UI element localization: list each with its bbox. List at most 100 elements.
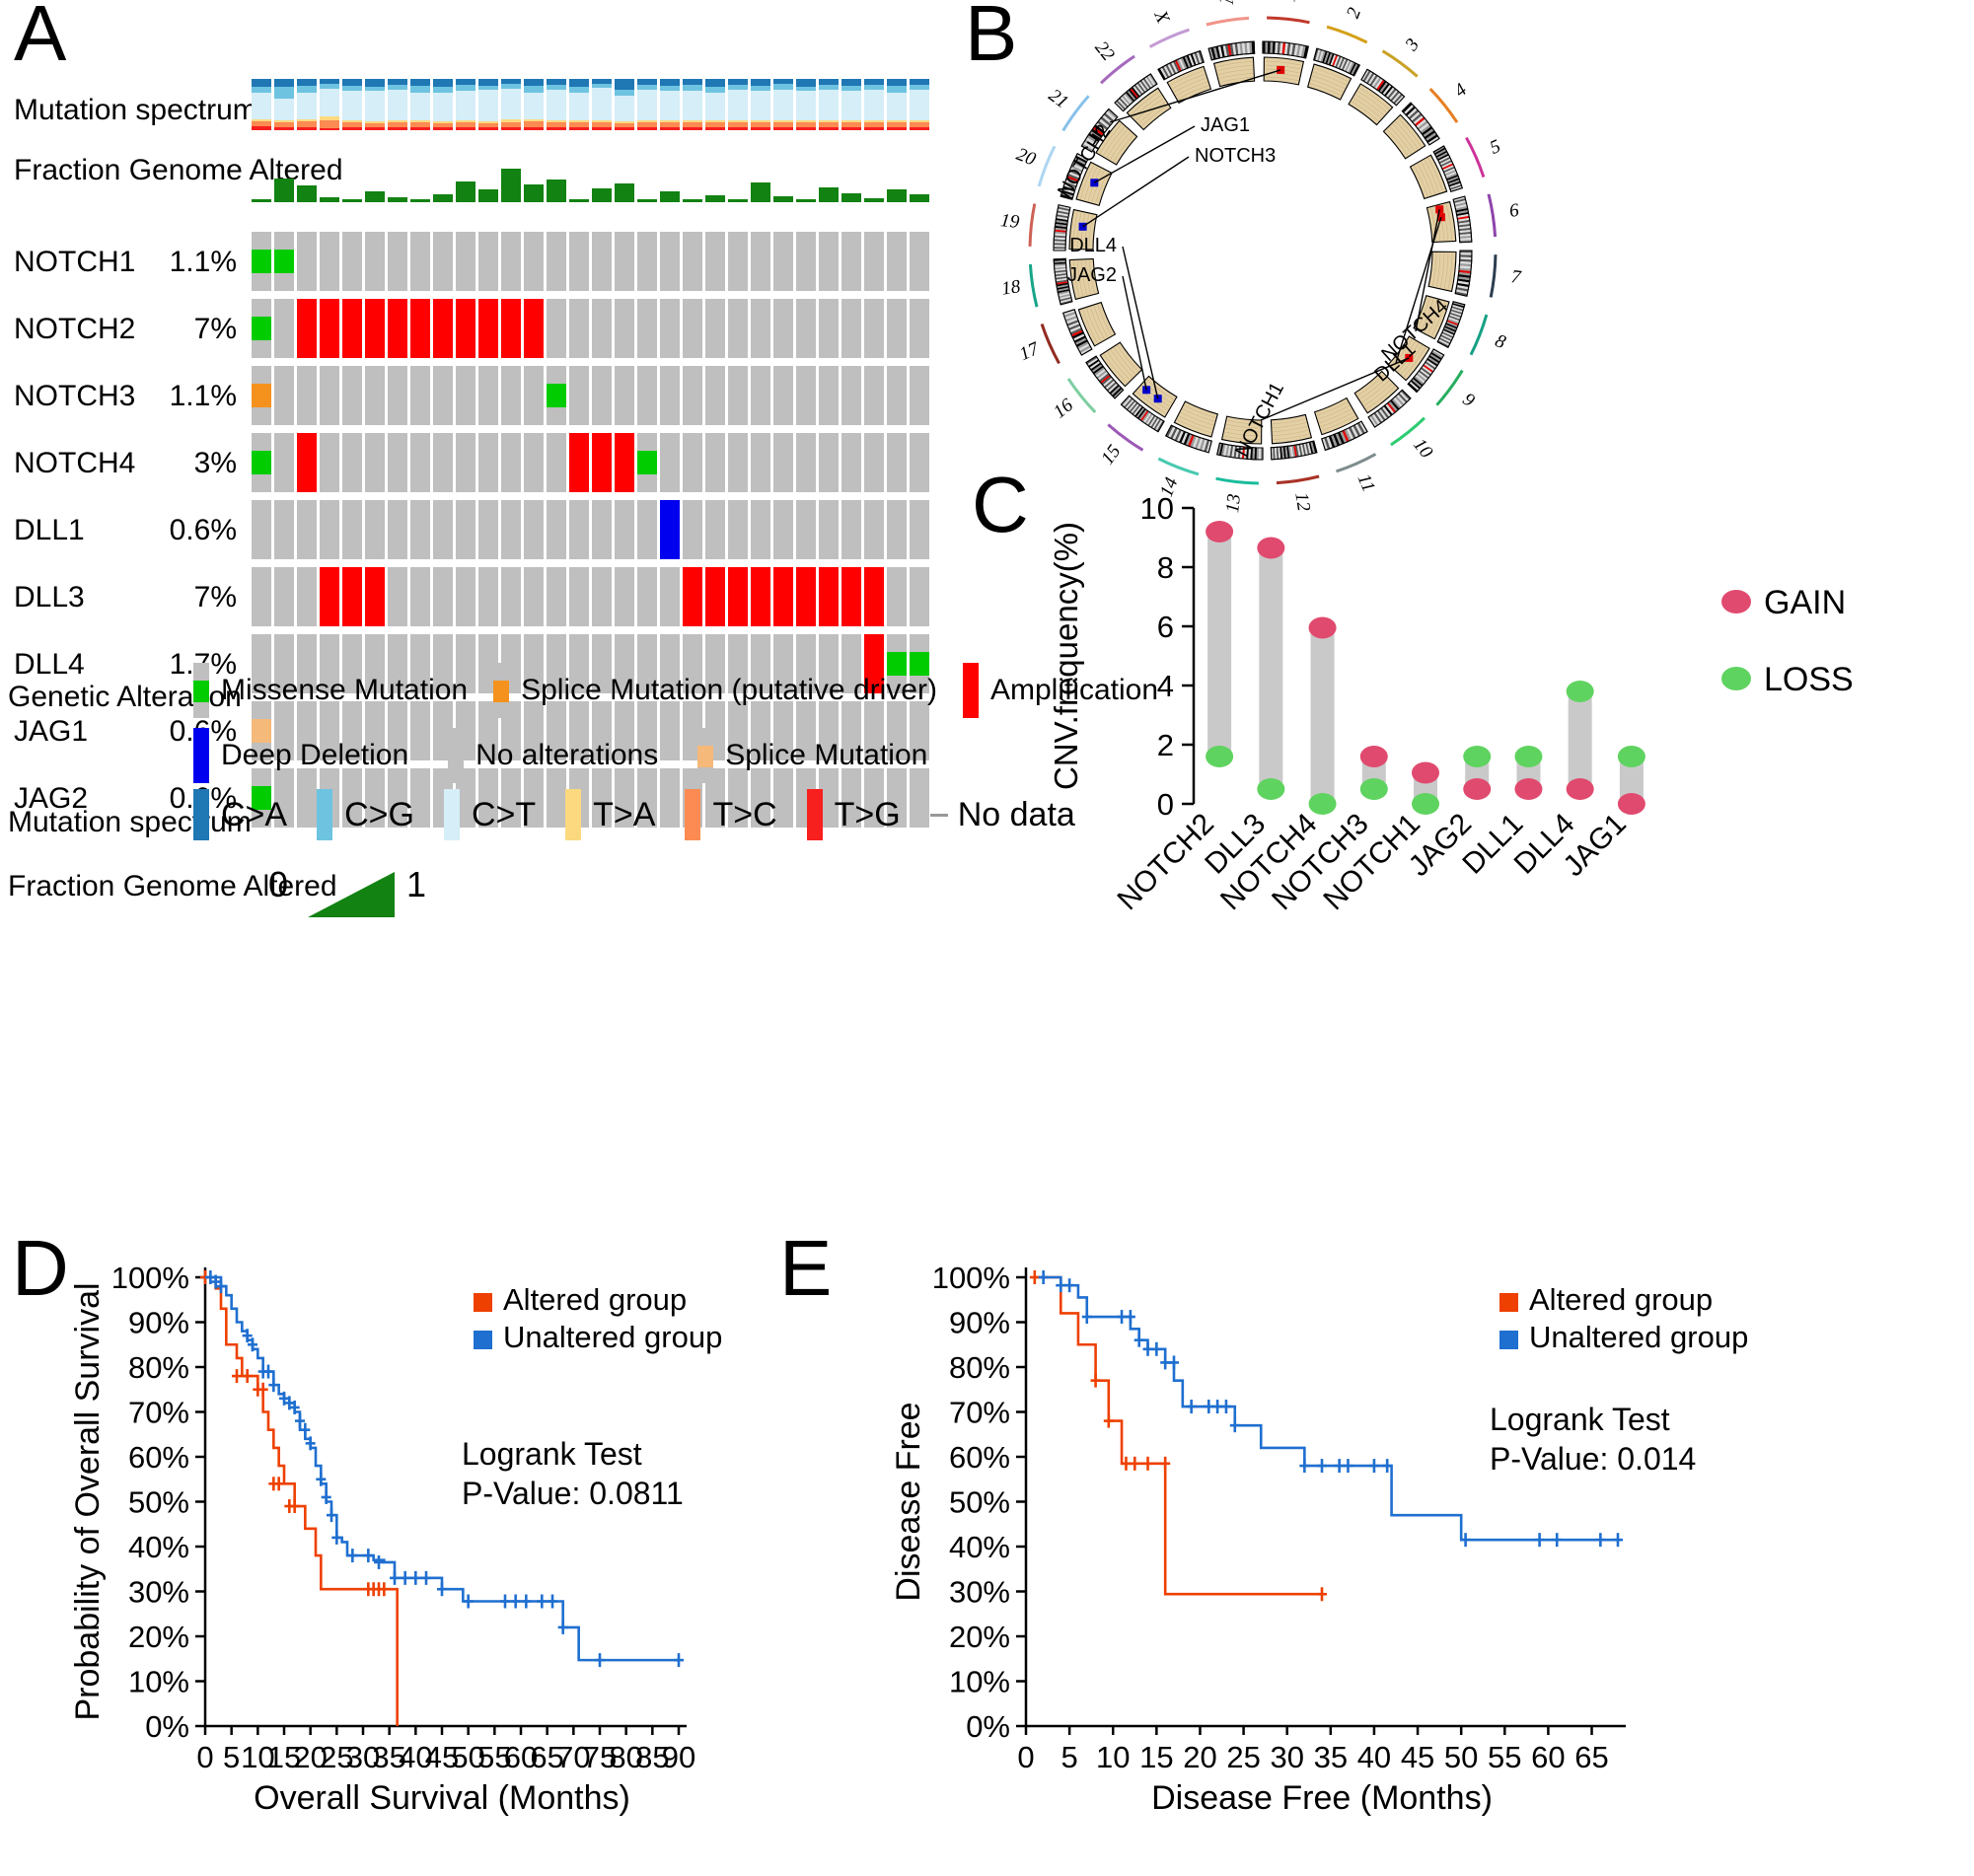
oncoprint-cell[interactable] bbox=[433, 634, 453, 693]
oncoprint-cell[interactable] bbox=[660, 768, 680, 828]
oncoprint-cell[interactable] bbox=[478, 232, 498, 291]
oncoprint-cell[interactable] bbox=[773, 500, 793, 559]
oncoprint-cell[interactable] bbox=[683, 701, 702, 760]
oncoprint-cell[interactable] bbox=[683, 433, 702, 492]
oncoprint-cell-missense[interactable] bbox=[547, 384, 566, 407]
oncoprint-cell[interactable] bbox=[864, 433, 884, 492]
oncoprint-cell[interactable] bbox=[388, 701, 407, 760]
oncoprint-cell[interactable] bbox=[388, 634, 407, 693]
oncoprint-cell[interactable] bbox=[501, 768, 521, 828]
oncoprint-cell[interactable] bbox=[320, 701, 339, 760]
oncoprint-cell[interactable] bbox=[456, 768, 475, 828]
oncoprint-cell[interactable] bbox=[637, 567, 657, 626]
oncoprint-cell[interactable] bbox=[615, 567, 634, 626]
oncoprint-cell[interactable] bbox=[342, 500, 362, 559]
oncoprint-cell[interactable] bbox=[728, 366, 748, 425]
oncoprint-cell[interactable] bbox=[910, 500, 929, 559]
oncoprint-cell[interactable] bbox=[615, 500, 634, 559]
oncoprint-cell[interactable] bbox=[887, 232, 907, 291]
oncoprint-cell[interactable] bbox=[660, 634, 680, 693]
oncoprint-cell[interactable] bbox=[252, 567, 271, 626]
oncoprint-cell[interactable] bbox=[410, 768, 430, 828]
oncoprint-cell[interactable] bbox=[342, 366, 362, 425]
oncoprint-cell[interactable] bbox=[320, 232, 339, 291]
oncoprint-cell[interactable] bbox=[864, 701, 884, 760]
oncoprint-cell[interactable] bbox=[910, 366, 929, 425]
oncoprint-cell[interactable] bbox=[796, 299, 816, 358]
oncoprint-cell-amp[interactable] bbox=[365, 299, 385, 358]
oncoprint-cell[interactable] bbox=[592, 567, 612, 626]
oncoprint-cell[interactable] bbox=[274, 366, 294, 425]
oncoprint-cell-deepdel[interactable] bbox=[660, 500, 680, 559]
oncoprint-cell[interactable] bbox=[841, 366, 861, 425]
oncoprint-cell[interactable] bbox=[615, 366, 634, 425]
oncoprint-cell[interactable] bbox=[569, 366, 589, 425]
oncoprint-cell[interactable] bbox=[841, 634, 861, 693]
oncoprint-cell[interactable] bbox=[547, 701, 566, 760]
oncoprint-cell-amp[interactable] bbox=[320, 567, 339, 626]
oncoprint-cell[interactable] bbox=[910, 299, 929, 358]
oncoprint-cell[interactable] bbox=[365, 232, 385, 291]
oncoprint-cell[interactable] bbox=[524, 634, 544, 693]
oncoprint-cell[interactable] bbox=[910, 433, 929, 492]
oncoprint-cell[interactable] bbox=[388, 567, 407, 626]
oncoprint-cell[interactable] bbox=[547, 567, 566, 626]
oncoprint-cell[interactable] bbox=[864, 500, 884, 559]
oncoprint-cell[interactable] bbox=[592, 634, 612, 693]
oncoprint-cell[interactable] bbox=[524, 433, 544, 492]
oncoprint-cell[interactable] bbox=[388, 500, 407, 559]
oncoprint-cell[interactable] bbox=[683, 232, 702, 291]
oncoprint-cell-amp[interactable] bbox=[388, 299, 407, 358]
oncoprint-cell[interactable] bbox=[297, 500, 317, 559]
oncoprint-cell[interactable] bbox=[705, 232, 725, 291]
oncoprint-cell[interactable] bbox=[410, 232, 430, 291]
oncoprint-cell[interactable] bbox=[841, 500, 861, 559]
oncoprint-cell[interactable] bbox=[569, 701, 589, 760]
oncoprint-cell[interactable] bbox=[569, 500, 589, 559]
oncoprint-cell[interactable] bbox=[342, 232, 362, 291]
oncoprint-cell[interactable] bbox=[501, 500, 521, 559]
oncoprint-cell[interactable] bbox=[705, 433, 725, 492]
oncoprint-cell[interactable] bbox=[773, 366, 793, 425]
oncoprint-cell-amp[interactable] bbox=[728, 567, 748, 626]
oncoprint-cell[interactable] bbox=[524, 768, 544, 828]
oncoprint-cell[interactable] bbox=[660, 701, 680, 760]
oncoprint-cell[interactable] bbox=[864, 299, 884, 358]
oncoprint-cell[interactable] bbox=[910, 768, 929, 828]
oncoprint-cell[interactable] bbox=[841, 433, 861, 492]
oncoprint-cell[interactable] bbox=[524, 366, 544, 425]
oncoprint-cell[interactable] bbox=[478, 500, 498, 559]
oncoprint-cell[interactable] bbox=[615, 701, 634, 760]
oncoprint-cell[interactable] bbox=[252, 634, 271, 693]
oncoprint-cell[interactable] bbox=[728, 500, 748, 559]
oncoprint-cell-amp[interactable] bbox=[478, 299, 498, 358]
oncoprint-cell[interactable] bbox=[433, 232, 453, 291]
oncoprint-cell[interactable] bbox=[388, 366, 407, 425]
oncoprint-cell[interactable] bbox=[683, 634, 702, 693]
oncoprint-cell[interactable] bbox=[342, 701, 362, 760]
oncoprint-cell-missense[interactable] bbox=[252, 250, 271, 273]
oncoprint-cell[interactable] bbox=[297, 366, 317, 425]
oncoprint-cell-amp[interactable] bbox=[615, 433, 634, 492]
oncoprint-cell[interactable] bbox=[274, 634, 294, 693]
oncoprint-cell[interactable] bbox=[274, 768, 294, 828]
oncoprint-cell-amp[interactable] bbox=[751, 567, 770, 626]
oncoprint-cell-amp[interactable] bbox=[365, 567, 385, 626]
oncoprint-cell[interactable] bbox=[728, 701, 748, 760]
oncoprint-cell-amp[interactable] bbox=[705, 567, 725, 626]
oncoprint-cell[interactable] bbox=[433, 701, 453, 760]
oncoprint-cell[interactable] bbox=[705, 768, 725, 828]
oncoprint-cell[interactable] bbox=[456, 366, 475, 425]
oncoprint-cell[interactable] bbox=[478, 366, 498, 425]
oncoprint-cell[interactable] bbox=[524, 701, 544, 760]
oncoprint-cell-amp[interactable] bbox=[592, 433, 612, 492]
oncoprint-cell[interactable] bbox=[615, 232, 634, 291]
oncoprint-cell[interactable] bbox=[637, 500, 657, 559]
oncoprint-cell[interactable] bbox=[841, 299, 861, 358]
oncoprint-cell[interactable] bbox=[841, 768, 861, 828]
oncoprint-cell-missense[interactable] bbox=[887, 652, 907, 676]
oncoprint-cell-amp[interactable] bbox=[297, 299, 317, 358]
oncoprint-cell[interactable] bbox=[705, 299, 725, 358]
oncoprint-cell[interactable] bbox=[728, 768, 748, 828]
oncoprint-cell[interactable] bbox=[819, 232, 839, 291]
